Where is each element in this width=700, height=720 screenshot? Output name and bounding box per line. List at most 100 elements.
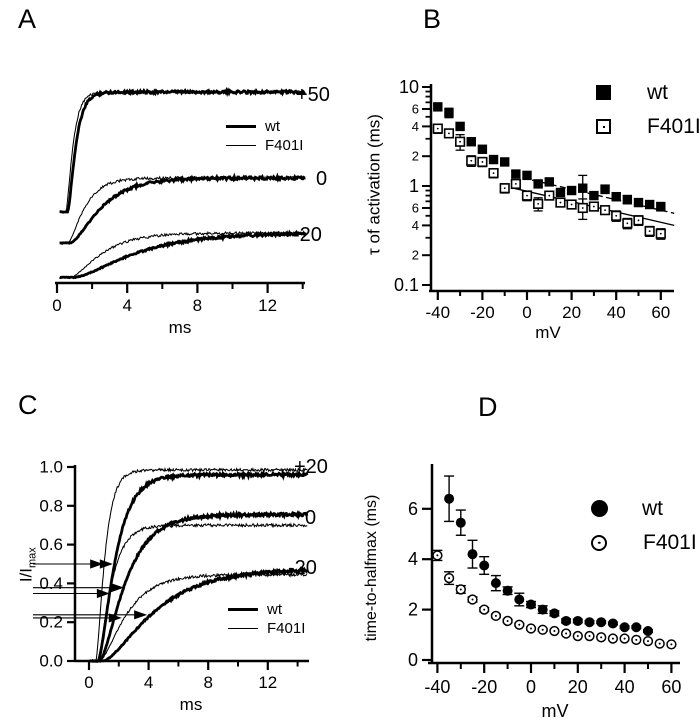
panel-c-trace-label-plus20: +20 — [294, 456, 328, 478]
svg-text:20: 20 — [562, 303, 581, 322]
panel-b-legend-label-f401i: F401I — [647, 115, 700, 138]
panel-c-ylabel-sub: max — [26, 547, 39, 569]
svg-text:12: 12 — [258, 673, 277, 692]
panel-a-xlabel: ms — [168, 318, 192, 337]
panel-a-trace-label-zero: 0 — [316, 168, 328, 190]
panel-d-series-F401I — [432, 549, 677, 650]
svg-text:0.8: 0.8 — [39, 496, 63, 515]
svg-text:0.1: 0.1 — [394, 275, 419, 295]
svg-text:0.0: 0.0 — [39, 652, 63, 671]
panel-b-axes: 10 6 4 2 1 6 4 2 0.1 -40 -20 0 20 40 60 — [394, 77, 674, 322]
svg-text:40: 40 — [615, 677, 635, 697]
svg-text:4: 4 — [408, 549, 418, 569]
panel-d-legend-label-f401i: F401I — [643, 531, 697, 554]
svg-text:10: 10 — [399, 77, 419, 97]
svg-text:12: 12 — [258, 296, 277, 315]
f401i-thin-line-sample — [228, 628, 258, 629]
svg-text:-40: -40 — [426, 303, 451, 322]
filled-circle-marker-sample — [591, 500, 608, 517]
panel-b-legend-row-f401i: F401I — [596, 116, 700, 137]
svg-text:-20: -20 — [471, 677, 497, 697]
panel-d-letter: D — [478, 392, 498, 422]
panel-b: B 10 6 4 2 1 6 4 2 0.1 -40 -20 0 20 40 60 τ of activat… — [350, 0, 700, 360]
panel-d-legend: wt F401I — [591, 498, 697, 566]
filled-square-marker-sample — [596, 85, 611, 100]
svg-text:6: 6 — [412, 101, 419, 116]
panel-c-traces-0 — [89, 509, 309, 663]
open-square-marker-sample — [596, 119, 611, 134]
panel-d-series-wt — [444, 475, 653, 637]
panel-a-letter: A — [18, 4, 37, 34]
svg-text:20: 20 — [568, 677, 588, 697]
panel-d-legend-row-f401i: F401I — [591, 532, 697, 553]
svg-text:8: 8 — [203, 673, 212, 692]
panel-a-legend-label-f401i: F401I — [265, 137, 304, 154]
panel-c-letter: C — [18, 390, 38, 420]
svg-text:0: 0 — [526, 677, 536, 697]
panel-c-xlabel: ms — [179, 695, 203, 714]
svg-text:4: 4 — [412, 218, 419, 233]
panel-c-legend-label-wt: wt — [267, 601, 282, 618]
svg-text:4: 4 — [122, 296, 131, 315]
panel-c-legend-row-f401i: F401I — [228, 621, 305, 636]
panel-a-legend-label-wt: wt — [265, 118, 280, 135]
svg-text:0.2: 0.2 — [39, 613, 63, 632]
panel-c-trace-label-minus20: -20 — [288, 557, 317, 579]
panel-b-plot: 10 6 4 2 1 6 4 2 0.1 -40 -20 0 20 40 60 — [394, 77, 675, 322]
svg-text:-40: -40 — [424, 677, 450, 697]
svg-text:2: 2 — [412, 149, 419, 164]
panel-a-legend-row-f401i: F401I — [226, 138, 303, 153]
panel-b-series-F401I — [432, 123, 666, 240]
panel-a-traces-+50 — [59, 86, 306, 214]
svg-text:2: 2 — [412, 248, 419, 263]
panel-a-legend-row-wt: wt — [226, 119, 303, 134]
svg-text:0.4: 0.4 — [39, 574, 63, 593]
svg-text:2: 2 — [408, 600, 418, 620]
panel-a: A 0 4 8 12 +50 0 -20 wt F401I ms — [0, 0, 350, 360]
panel-c-legend: wt F401I — [228, 602, 305, 640]
panel-b-ylabel: τ of activation (ms) — [364, 114, 384, 255]
svg-text:-20: -20 — [470, 303, 495, 322]
svg-text:60: 60 — [661, 677, 681, 697]
svg-text:0: 0 — [84, 673, 93, 692]
svg-text:0: 0 — [52, 296, 61, 315]
open-circle-marker-sample — [591, 534, 607, 551]
panel-d-ylabel: time-to-halfmax (ms) — [363, 494, 380, 642]
svg-text:1: 1 — [409, 176, 419, 196]
panel-c-traces-+20 — [89, 466, 309, 663]
panel-c: C 0.0 0.2 0.4 0.6 0.8 1.0 0 4 8 12 I/Imax +20 0 -… — [0, 380, 350, 720]
svg-text:1.0: 1.0 — [39, 458, 63, 477]
panel-c-legend-row-wt: wt — [228, 602, 305, 617]
wt-thick-line-sample — [226, 125, 256, 128]
svg-text:0.6: 0.6 — [39, 535, 63, 554]
svg-text:40: 40 — [607, 303, 626, 322]
panel-d-axes: 0 2 4 6 -40 -20 0 20 40 60 — [408, 464, 681, 697]
panel-d-legend-row-wt: wt — [591, 498, 697, 519]
panel-a-traces--20 — [59, 229, 307, 280]
panel-d: D 0 2 4 6 -40 -20 0 20 40 60 time-to-halfmax (ms)… — [350, 380, 700, 720]
f401i-thin-line-sample — [226, 145, 256, 146]
panel-b-series-wt — [433, 102, 666, 212]
panel-b-legend: wt F401I — [596, 82, 700, 150]
svg-text:60: 60 — [651, 303, 670, 322]
wt-thick-line-sample — [228, 608, 258, 611]
svg-text:0: 0 — [522, 303, 531, 322]
panel-b-xlabel: mV — [535, 323, 561, 342]
panel-b-legend-label-wt: wt — [647, 81, 668, 104]
panel-a-traces-0 — [59, 172, 306, 245]
panel-a-x-axis: 0 4 8 12 — [52, 281, 305, 315]
panel-c-traces--20 — [89, 566, 308, 663]
panel-c-axes: 0.0 0.2 0.4 0.6 0.8 1.0 0 4 8 12 — [39, 458, 309, 692]
panel-a-plot: 0 4 8 12 — [52, 86, 307, 315]
svg-text:0: 0 — [408, 650, 418, 670]
panel-d-plot: 0 2 4 6 -40 -20 0 20 40 60 — [408, 464, 681, 697]
svg-text:4: 4 — [144, 673, 153, 692]
svg-text:6: 6 — [408, 499, 418, 519]
panel-b-letter: B — [423, 4, 442, 34]
panel-c-ylabel-main: I/I — [16, 568, 36, 583]
panel-c-trace-label-zero: 0 — [305, 507, 317, 529]
panel-a-trace-label-plus50: +50 — [296, 84, 330, 106]
panel-a-trace-label-minus20: -20 — [293, 224, 322, 246]
panel-d-legend-label-wt: wt — [642, 497, 663, 520]
svg-text:8: 8 — [193, 296, 202, 315]
